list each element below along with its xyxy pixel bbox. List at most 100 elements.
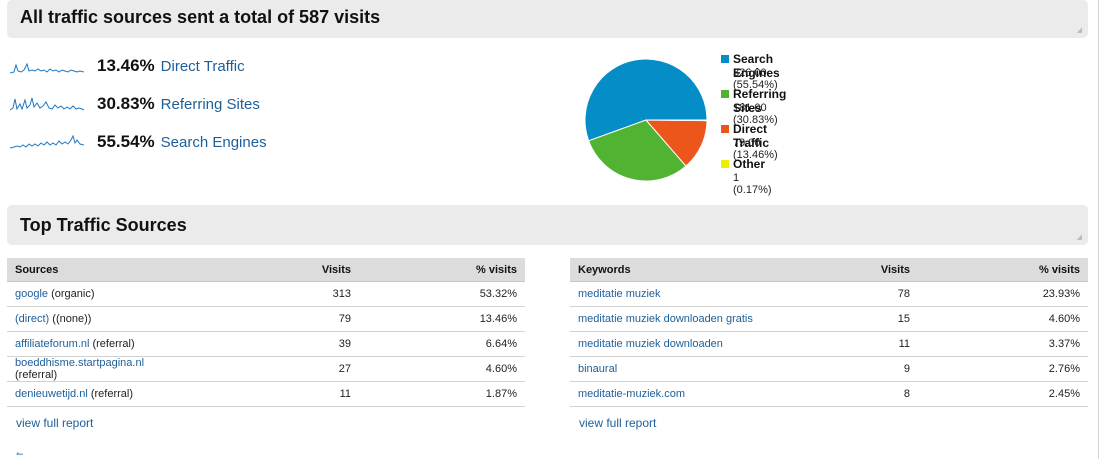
direct-traffic-link[interactable]: Direct Traffic	[160, 57, 245, 75]
referring-sites-link[interactable]: Referring Sites	[160, 95, 260, 113]
keyword-cell: meditatie muziek downloaden gratis	[570, 306, 802, 332]
sources-table: Sources Visits % visits google (organic)…	[7, 258, 525, 407]
keyword-link[interactable]: meditatie muziek downloaden gratis	[578, 313, 753, 325]
partial-icon: ↼	[16, 449, 24, 459]
source-cell: (direct) ((none))	[7, 306, 168, 332]
pie-slice-referring-sites	[588, 119, 687, 182]
source-medium: ((none))	[49, 313, 92, 325]
sparkline-direct-icon	[10, 62, 84, 74]
source-cell: boeddhisme.startpagina.nl (referral)	[7, 356, 168, 382]
search-engines-link[interactable]: Search Engines	[160, 133, 267, 151]
visits-cell: 79	[168, 306, 359, 332]
visits-cell: 9	[802, 356, 918, 382]
legend-swatch	[721, 125, 729, 133]
source-link[interactable]: denieuwetijd.nl	[15, 388, 88, 400]
visits-cell: 39	[168, 331, 359, 357]
source-medium: (organic)	[48, 288, 95, 300]
table-row: google (organic) 313 53.32%	[7, 281, 525, 307]
pct-visits-column-header[interactable]: % visits	[918, 258, 1088, 282]
keywords-table-header: Keywords Visits % visits	[570, 258, 1088, 282]
pct-cell: 6.64%	[359, 331, 525, 357]
direct-percent: 13.46%	[97, 56, 155, 75]
keyword-link[interactable]: meditatie muziek downloaden	[578, 338, 723, 350]
legend-swatch	[721, 90, 729, 98]
source-summary-direct: 13.46% Direct Traffic	[10, 54, 245, 78]
source-cell: affiliateforum.nl (referral)	[7, 331, 168, 357]
traffic-pie-chart	[584, 58, 708, 182]
legend-value: 1 (0.17%)	[733, 172, 772, 196]
keyword-cell: meditatie muziek	[570, 281, 802, 307]
pct-cell: 2.76%	[918, 356, 1088, 382]
table-row: binaural 9 2.76%	[570, 356, 1088, 382]
table-row: denieuwetijd.nl (referral) 11 1.87%	[7, 381, 525, 407]
summary-header: All traffic sources sent a total of 587 …	[7, 0, 1088, 38]
keyword-cell: meditatie-muziek.com	[570, 381, 802, 407]
top-sources-header: Top Traffic Sources ◢	[7, 205, 1088, 245]
visits-cell: 11	[168, 381, 359, 407]
table-row: meditatie-muziek.com 8 2.45%	[570, 381, 1088, 407]
source-summary-search: 55.54% Search Engines	[10, 130, 267, 154]
source-link[interactable]: (direct)	[15, 313, 50, 325]
referring-percent: 30.83%	[97, 94, 155, 113]
table-row: meditatie muziek 78 23.93%	[570, 281, 1088, 307]
table-row: (direct) ((none)) 79 13.46%	[7, 306, 525, 332]
pie-slice-other	[645, 119, 708, 122]
table-row: boeddhisme.startpagina.nl (referral) 27 4.…	[7, 356, 525, 382]
summary-title: All traffic sources sent a total of 587 …	[20, 7, 381, 27]
visits-cell: 78	[802, 281, 918, 307]
corner-decoration: ◢	[1076, 234, 1082, 241]
source-medium: (referral)	[15, 369, 58, 381]
visits-cell: 15	[802, 306, 918, 332]
source-medium: (referral)	[89, 338, 135, 350]
table-row: meditatie muziek downloaden gratis 15 4.60…	[570, 306, 1088, 332]
visits-cell: 8	[802, 381, 918, 407]
keywords-table: Keywords Visits % visits meditatie muzie…	[570, 258, 1088, 407]
pct-visits-column-header[interactable]: % visits	[359, 258, 525, 282]
keyword-link[interactable]: meditatie-muziek.com	[578, 388, 685, 400]
pct-cell: 4.60%	[918, 306, 1088, 332]
pct-cell: 4.60%	[359, 356, 525, 382]
legend-label: Referring Sites	[733, 87, 787, 115]
keyword-link[interactable]: binaural	[578, 363, 618, 375]
sparkline-referring-icon	[10, 97, 84, 111]
legend-label: Direct Traffic	[733, 122, 770, 150]
source-medium: (referral)	[87, 388, 134, 400]
visits-column-header[interactable]: Visits	[168, 258, 359, 282]
sources-table-header: Sources Visits % visits	[7, 258, 525, 282]
visits-cell: 11	[802, 331, 918, 357]
legend-swatch	[721, 160, 729, 168]
pct-cell: 13.46%	[359, 306, 525, 332]
top-sources-title: Top Traffic Sources	[20, 215, 187, 235]
source-link[interactable]: affiliateforum.nl	[15, 338, 90, 350]
source-cell: denieuwetijd.nl (referral)	[7, 381, 168, 407]
table-row: affiliateforum.nl (referral) 39 6.64%	[7, 331, 525, 357]
visits-cell: 27	[168, 356, 359, 382]
source-cell: google (organic)	[7, 281, 168, 307]
source-summary-referring: 30.83% Referring Sites	[10, 92, 260, 116]
search-percent: 55.54%	[97, 132, 155, 151]
keywords-column-header[interactable]: Keywords	[570, 258, 802, 282]
keyword-cell: meditatie muziek downloaden	[570, 331, 802, 357]
pie-slice-search-engines	[584, 58, 708, 142]
corner-decoration: ◢	[1076, 27, 1082, 34]
pct-cell: 2.45%	[918, 381, 1088, 407]
sparkline-search-icon	[10, 134, 84, 149]
legend-value: 181.00 (30.83%)	[733, 102, 778, 126]
visits-cell: 313	[168, 281, 359, 307]
legend-label: Other	[733, 157, 766, 171]
pct-cell: 53.32%	[359, 281, 525, 307]
keywords-view-full-report-link[interactable]: view full report	[579, 416, 657, 430]
pct-cell: 23.93%	[918, 281, 1088, 307]
sources-column-header[interactable]: Sources	[7, 258, 168, 282]
visits-column-header[interactable]: Visits	[802, 258, 918, 282]
keyword-link[interactable]: meditatie muziek	[578, 288, 661, 300]
sources-view-full-report-link[interactable]: view full report	[16, 416, 94, 430]
source-link[interactable]: google	[15, 288, 49, 300]
source-link[interactable]: boeddhisme.startpagina.nl	[15, 357, 145, 369]
pct-cell: 3.37%	[918, 331, 1088, 357]
page-edge-divider	[1098, 0, 1099, 459]
legend-swatch	[721, 55, 729, 63]
legend-value: 326.00 (55.54%)	[733, 67, 778, 91]
table-row: meditatie muziek downloaden 11 3.37%	[570, 331, 1088, 357]
pct-cell: 1.87%	[359, 381, 525, 407]
